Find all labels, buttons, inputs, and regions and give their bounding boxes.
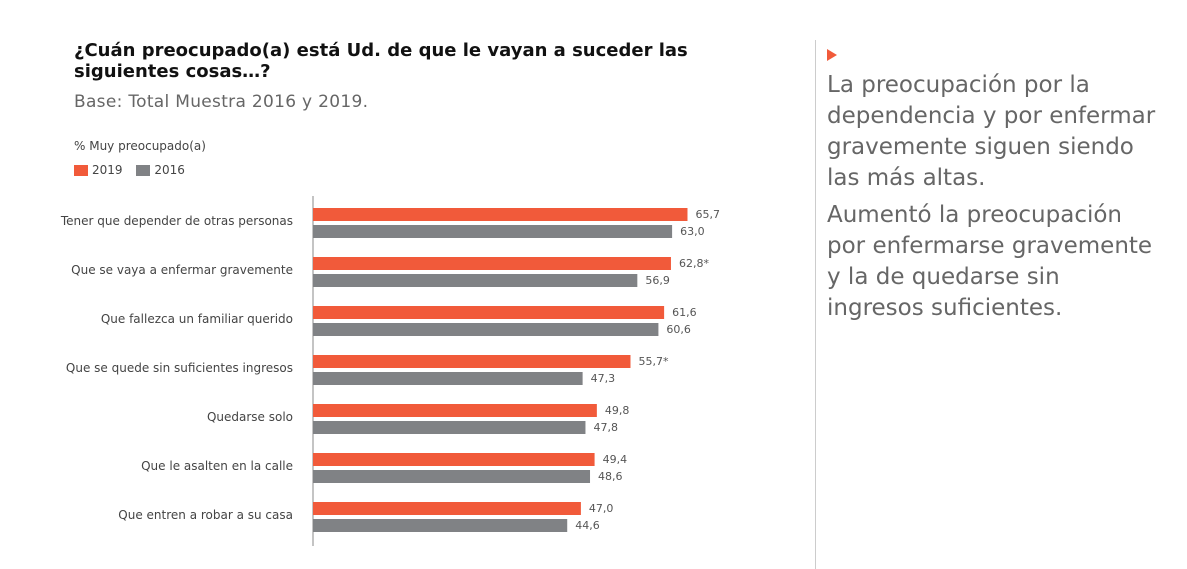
- value-label-2019: 47,0: [589, 502, 614, 515]
- bar-2016: [313, 372, 583, 385]
- category-label: Que entren a robar a su casa: [118, 508, 293, 522]
- bar-2019: [313, 502, 581, 515]
- value-label-2016: 44,6: [575, 519, 600, 532]
- bar-chart: Tener que depender de otras personas 65,7…: [60, 196, 720, 546]
- value-label-2019: 49,4: [603, 453, 628, 466]
- column-divider: [815, 40, 816, 569]
- value-label-2019: 61,6: [672, 306, 697, 319]
- bar-2016: [313, 519, 568, 532]
- category-label: Que fallezca un familiar querido: [101, 312, 293, 326]
- bar-2019: [313, 404, 597, 417]
- category-label: Que se quede sin suficientes ingresos: [66, 361, 293, 375]
- bar-2016: [313, 421, 586, 434]
- bar-2016: [313, 323, 659, 336]
- value-label-2019: 55,7*: [638, 355, 668, 368]
- value-label-2016: 60,6: [666, 323, 691, 336]
- bar-2019: [313, 306, 665, 319]
- bar-2016: [313, 470, 591, 483]
- value-label-2016: 47,3: [591, 372, 616, 385]
- legend-swatch-2019: [74, 164, 88, 176]
- value-label-2016: 63,0: [680, 225, 705, 238]
- legend-item-2019: 2019: [74, 163, 123, 177]
- bar-2016: [313, 274, 638, 287]
- category-label: Que le asalten en la calle: [141, 459, 293, 473]
- legend-item-2016: 2016: [136, 163, 185, 177]
- category-label: Que se vaya a enfermar gravemente: [71, 263, 293, 277]
- triangle-arrow-icon: [827, 49, 837, 61]
- metric-label: % Muy preocupado(a): [74, 139, 206, 153]
- bar-2019: [313, 355, 631, 368]
- legend-swatch-2016: [136, 164, 151, 176]
- value-label-2016: 47,8: [593, 421, 618, 434]
- legend: 2019 2016: [74, 163, 195, 179]
- value-label-2019: 62,8*: [679, 257, 709, 270]
- bar-2019: [313, 257, 671, 270]
- insight-text-2: Aumentó la preocupación por enfermarse g…: [827, 202, 1153, 321]
- bar-2019: [313, 453, 595, 466]
- category-label: Quedarse solo: [207, 410, 293, 424]
- value-label-2016: 56,9: [645, 274, 670, 287]
- chart-subtitle: Base: Total Muestra 2016 y 2019.: [74, 92, 369, 112]
- value-label-2019: 65,7: [695, 208, 720, 221]
- insight-text-1: La preocupación por la dependencia y por…: [827, 72, 1156, 191]
- legend-label-2016: 2016: [154, 163, 185, 177]
- value-label-2016: 48,6: [598, 470, 623, 483]
- bar-2016: [313, 225, 673, 238]
- legend-label-2019: 2019: [92, 163, 123, 177]
- category-label: Tener que depender de otras personas: [60, 214, 293, 228]
- bar-2019: [313, 208, 688, 221]
- value-label-2019: 49,8: [605, 404, 630, 417]
- insight-panel: La preocupación por la dependencia y por…: [827, 70, 1157, 330]
- chart-title: ¿Cuán preocupado(a) está Ud. de que le v…: [74, 40, 688, 82]
